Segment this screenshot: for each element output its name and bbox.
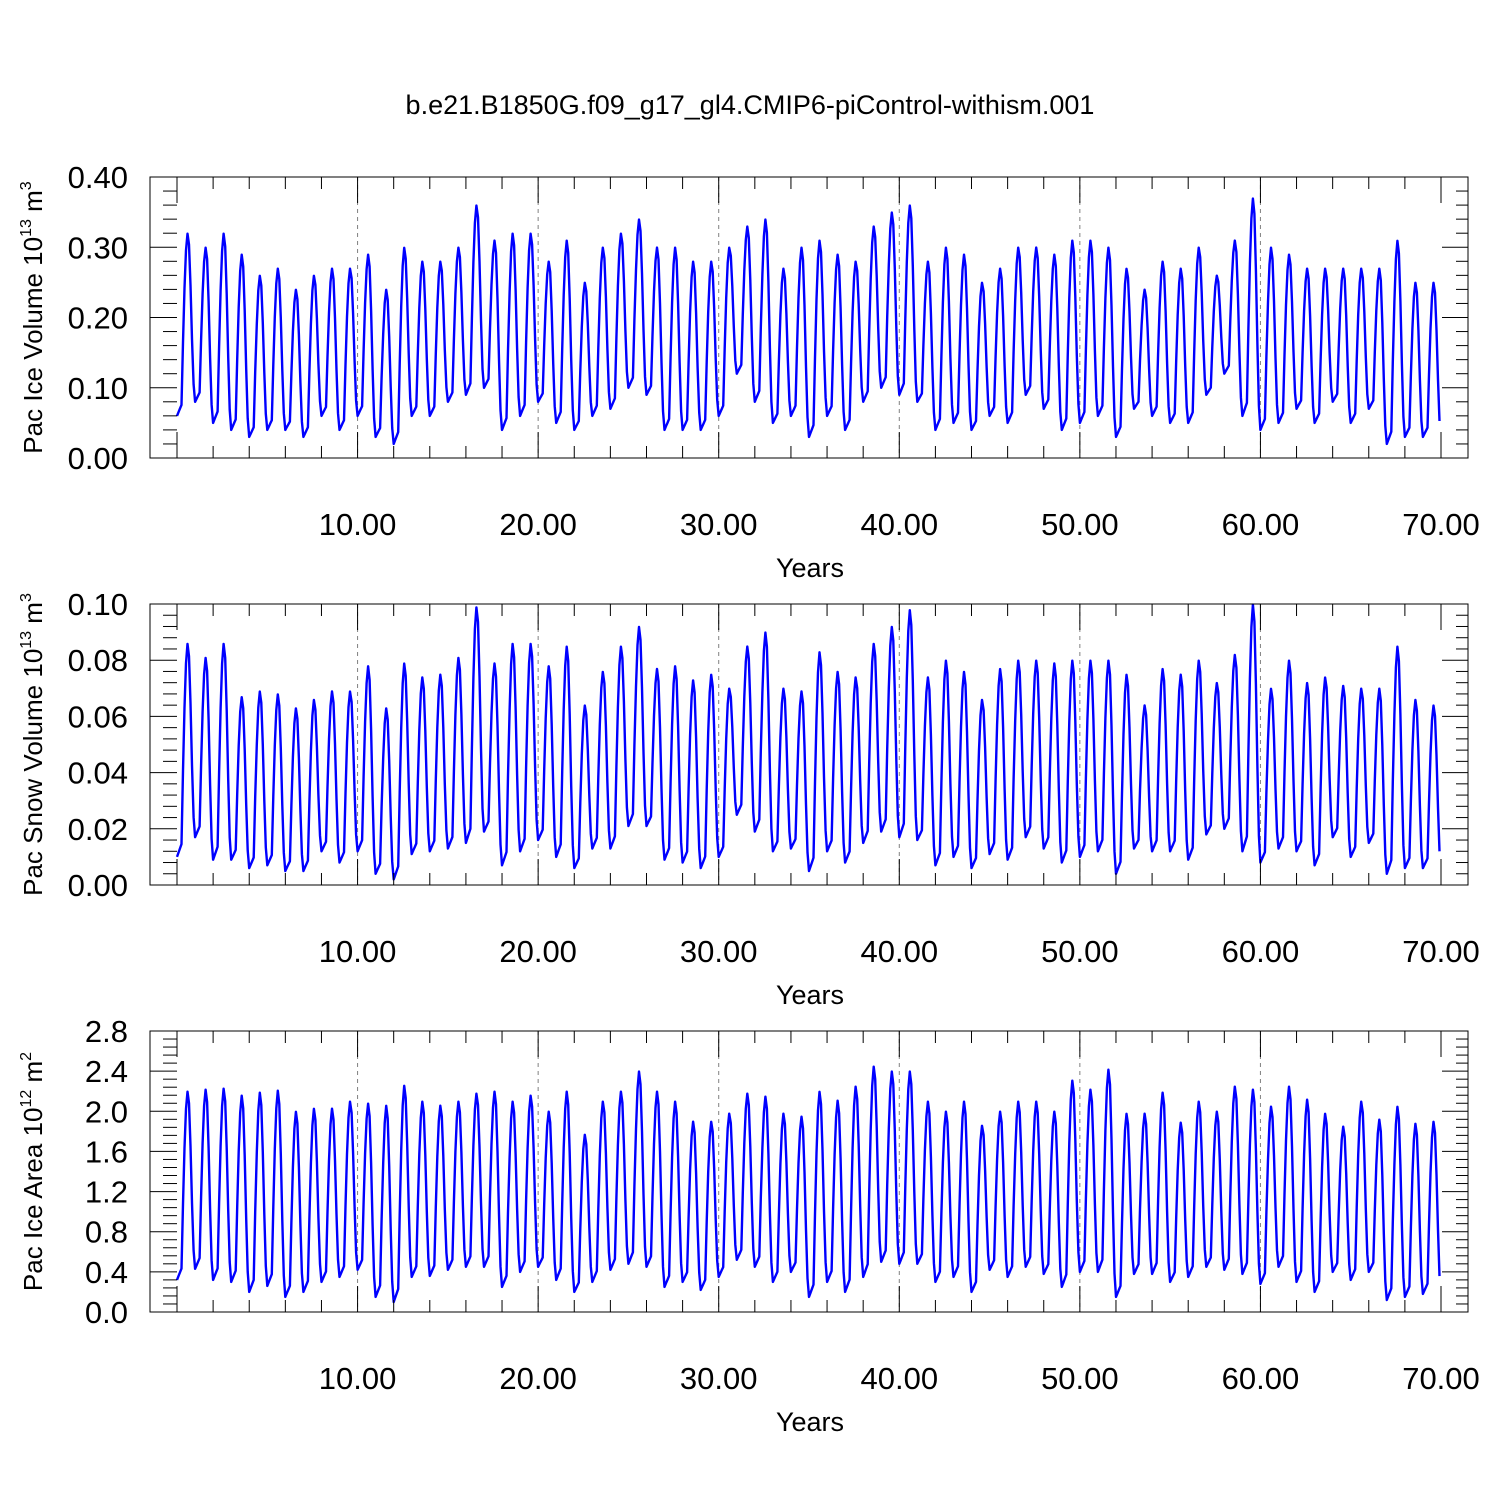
y-tick-label: 0.0	[85, 1295, 128, 1330]
x-tick-label: 10.00	[319, 1361, 397, 1396]
y-tick-label: 2.8	[85, 1014, 128, 1049]
x-tick-label: 60.00	[1222, 507, 1300, 542]
y-tick-label: 0.8	[85, 1215, 128, 1250]
y-tick-label: 2.0	[85, 1094, 128, 1129]
chart-panel-1: 0.00 0.10 0.20 0.30 0.40 10.00 20.00 30.00 40.00…	[18, 160, 1480, 583]
x-tick-label: 40.00	[860, 934, 938, 969]
x-tick-label: 70.00	[1402, 1361, 1480, 1396]
y-tick-label: 0.40	[68, 160, 128, 195]
plot-frame	[149, 603, 1469, 886]
x-axis-label: Years	[776, 1407, 844, 1437]
y-tick-label: 0.10	[68, 587, 128, 622]
x-tick-label: 10.00	[319, 507, 397, 542]
x-tick-label: 50.00	[1041, 934, 1119, 969]
chart-panel-3: 0.0 0.4 0.8 1.2 1.6 2.0 2.4 2.8 10.00 20.00 30.00 4…	[18, 1014, 1480, 1437]
y-axis-label-exponent: 13	[18, 219, 35, 237]
series-line-1	[175, 1065, 1441, 1304]
x-tick-label: 20.00	[499, 1361, 577, 1396]
y-axis-label-text: Pac Ice Volume 10	[18, 237, 48, 454]
y-axis-label-exponent: 2	[18, 1052, 35, 1061]
x-tick-label: 60.00	[1222, 934, 1300, 969]
y-axis-label-text: m	[18, 602, 48, 631]
figure-title: b.e21.B1850G.f09_g17_gl4.CMIP6-piControl…	[406, 90, 1095, 120]
y-axis-label-exponent: 13	[18, 631, 35, 649]
y-tick-label: 0.06	[68, 699, 128, 734]
x-tick-label: 50.00	[1041, 507, 1119, 542]
x-tick-label: 50.00	[1041, 1361, 1119, 1396]
x-tick-label: 30.00	[680, 934, 758, 969]
y-axis-label: Pac Snow Volume 1013 m3	[18, 593, 48, 896]
x-tick-label: 40.00	[860, 507, 938, 542]
y-tick-label: 2.4	[85, 1054, 128, 1089]
y-tick-label: 0.4	[85, 1255, 128, 1290]
x-tick-label: 40.00	[860, 1361, 938, 1396]
y-tick-label: 0.08	[68, 643, 128, 678]
y-axis-label-text: m	[18, 190, 48, 219]
y-axis-label-exponent: 3	[18, 181, 35, 190]
y-axis-label-text: m	[18, 1061, 48, 1090]
x-tick-label: 60.00	[1222, 1361, 1300, 1396]
x-tick-label: 70.00	[1402, 934, 1480, 969]
y-tick-label: 0.20	[68, 301, 128, 336]
y-axis-label-text: Pac Snow Volume 10	[18, 649, 48, 896]
y-axis-label: Pac Ice Volume 1013 m3	[18, 181, 48, 454]
x-tick-label: 20.00	[499, 934, 577, 969]
x-tick-label: 30.00	[680, 1361, 758, 1396]
x-tick-label: 70.00	[1402, 507, 1480, 542]
y-axis-label-text: Pac Ice Area 10	[18, 1108, 48, 1292]
x-axis-label: Years	[776, 980, 844, 1010]
y-axis-label-exponent: 12	[18, 1090, 35, 1108]
series-line-1	[175, 603, 1441, 881]
y-tick-label: 1.6	[85, 1134, 128, 1169]
series-line-1	[175, 197, 1441, 446]
y-tick-label: 0.00	[68, 441, 128, 476]
x-tick-label: 30.00	[680, 507, 758, 542]
x-tick-label: 20.00	[499, 507, 577, 542]
y-tick-label: 0.10	[68, 371, 128, 406]
y-tick-label: 0.04	[68, 756, 128, 791]
y-tick-label: 1.2	[85, 1175, 128, 1210]
chart-panel-2: 0.00 0.02 0.04 0.06 0.08 0.10 10.00 20.00 30.00 4…	[18, 587, 1480, 1010]
y-tick-label: 0.02	[68, 812, 128, 847]
y-tick-label: 0.00	[68, 868, 128, 903]
y-axis-label-exponent: 3	[18, 593, 35, 602]
y-tick-label: 0.30	[68, 230, 128, 265]
x-tick-label: 10.00	[319, 934, 397, 969]
x-axis-label: Years	[776, 553, 844, 583]
plot-frame	[149, 1030, 1469, 1313]
y-axis-label: Pac Ice Area 1012 m2	[18, 1052, 48, 1291]
